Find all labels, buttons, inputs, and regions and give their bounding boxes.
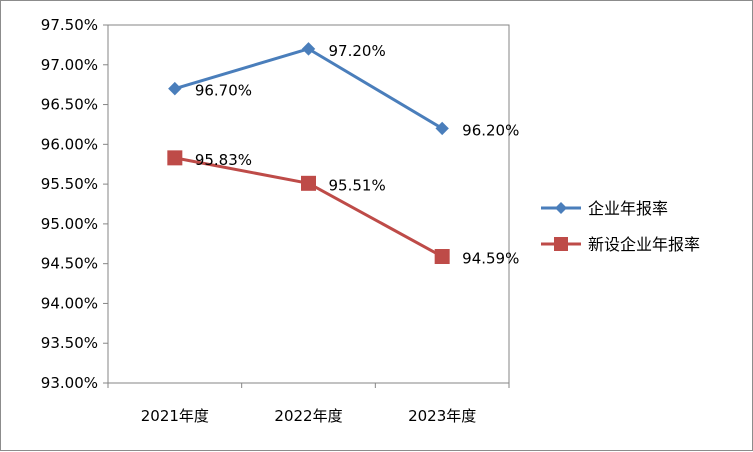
data-point-square (301, 175, 316, 191)
x-tick-label: 2021年度 (141, 407, 209, 425)
data-label: 95.51% (329, 176, 386, 194)
data-label: 96.20% (462, 121, 519, 139)
legend-label: 企业年报率 (588, 199, 668, 218)
data-point-diamond (301, 42, 316, 56)
y-tick-label: 94.50% (41, 255, 98, 273)
y-tick-label: 94.00% (41, 294, 98, 312)
data-point-square (434, 249, 450, 265)
y-tick-label: 96.50% (41, 96, 98, 114)
data-labels: 96.70% 97.20% 96.20% 95.83% 95.51% 94.59% (195, 42, 520, 268)
legend-marker (555, 202, 567, 214)
data-label: 94.59% (462, 250, 519, 268)
y-tick-label: 95.00% (41, 215, 98, 233)
legend-item: 新设企业年报率 (541, 235, 700, 254)
legend-label: 新设企业年报率 (588, 235, 700, 254)
series-line-2 (174, 156, 443, 258)
y-tick-label: 96.00% (41, 135, 98, 153)
y-tick-label: 93.00% (41, 374, 98, 392)
data-point-diamond (435, 121, 449, 136)
data-point-diamond (168, 81, 182, 96)
axes (103, 24, 510, 388)
legend-item: 企业年报率 (541, 199, 668, 218)
legend-marker (554, 237, 568, 251)
x-tick-label: 2022年度 (274, 407, 342, 425)
y-tick-label: 93.50% (41, 334, 98, 352)
data-point-square (167, 150, 183, 166)
x-axis-tick-labels: 2021年度 2022年度 2023年度 (141, 407, 477, 425)
data-label: 97.20% (329, 42, 386, 60)
y-tick-label: 97.00% (41, 56, 98, 74)
y-axis-tick-labels: 93.00% 93.50% 94.00% 94.50% 95.00% 95.50% 96.0… (41, 16, 98, 392)
x-tick-label: 2023年度 (408, 407, 476, 425)
data-label: 95.83% (195, 151, 252, 169)
plot-area (107, 24, 510, 384)
data-label: 96.70% (195, 82, 252, 100)
series-lines (167, 42, 450, 265)
y-tick-label: 95.50% (41, 175, 98, 193)
y-tick-label: 97.50% (41, 16, 98, 34)
